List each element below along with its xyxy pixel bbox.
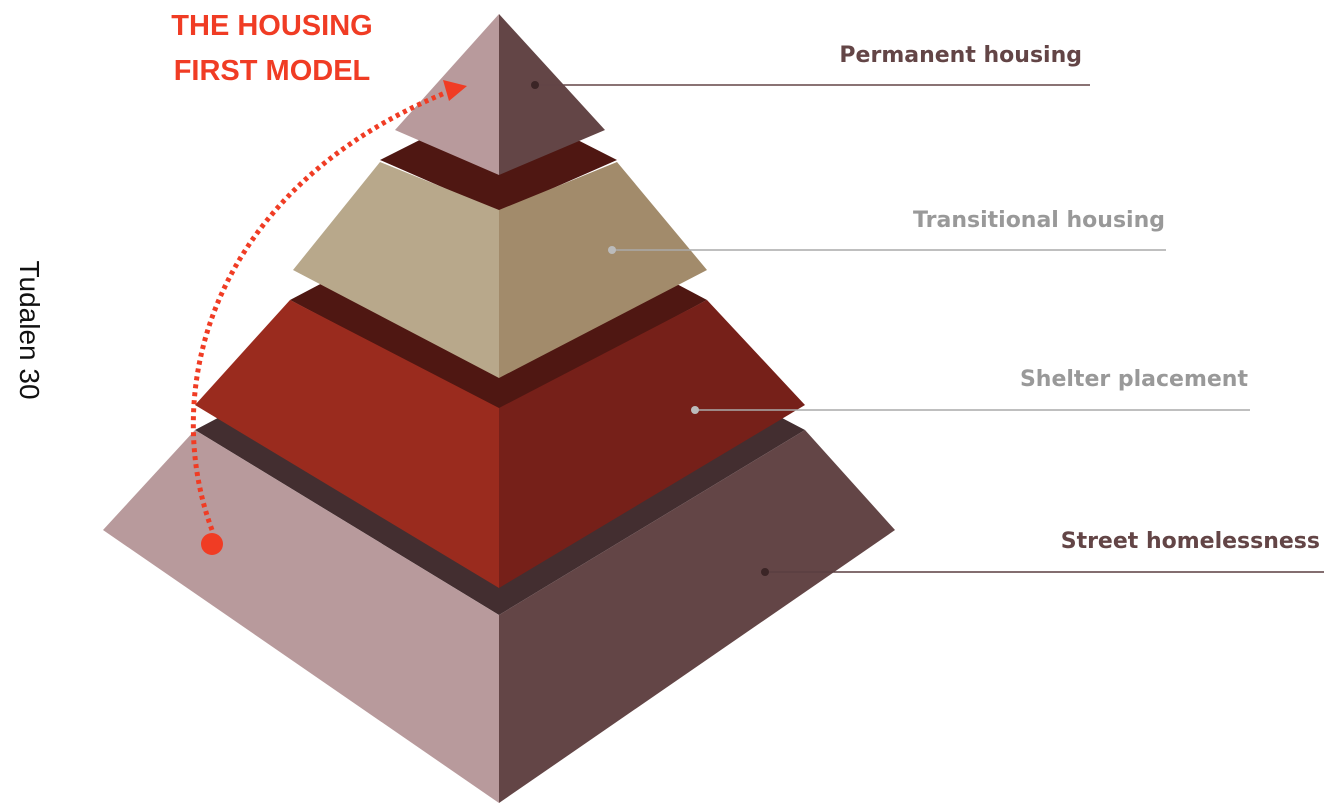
top-right (499, 14, 605, 175)
arrow (190, 90, 446, 531)
page-label: Tudalen 30 (14, 260, 45, 399)
red-left (195, 300, 499, 588)
base-left (103, 430, 499, 803)
title-line: FIRST MODEL (174, 55, 371, 87)
base-right (499, 430, 895, 803)
top-left (395, 14, 499, 175)
tan-right (499, 162, 707, 378)
title-line: THE HOUSING (171, 10, 372, 42)
tan-left (293, 162, 499, 378)
arrow-start (201, 533, 223, 555)
leader-dot (761, 568, 769, 576)
red-right (499, 300, 805, 588)
level-label: Permanent housing (839, 43, 1082, 68)
leader-dot (531, 81, 539, 89)
leader-dot (608, 246, 616, 254)
leader-dot (691, 406, 699, 414)
level-label: Transitional housing (913, 208, 1165, 233)
level-label: Street homelessness (1061, 529, 1320, 554)
level-label: Shelter placement (1020, 367, 1249, 392)
arrow-head (443, 80, 467, 101)
